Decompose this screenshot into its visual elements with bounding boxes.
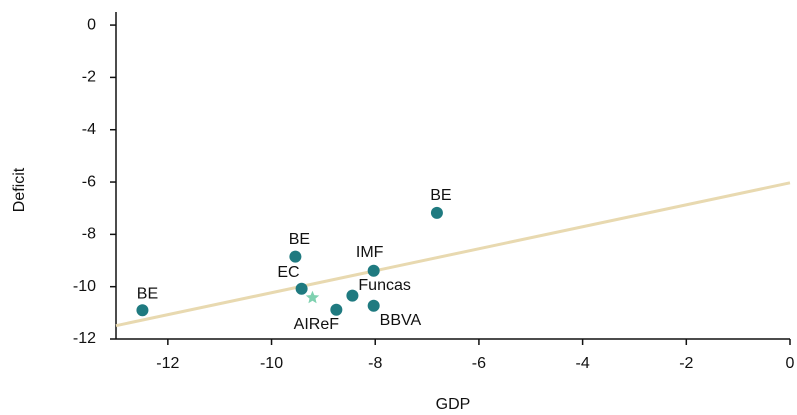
x-tick-label: -12	[156, 355, 179, 372]
point	[295, 282, 308, 295]
x-tick-label: -6	[472, 355, 486, 372]
y-tick-label: -6	[82, 173, 96, 190]
y-tick-label: -4	[82, 121, 96, 138]
y-tick-label: -10	[73, 278, 96, 295]
point	[346, 289, 359, 302]
x-tick-label: 0	[786, 355, 795, 372]
point-label: BE	[289, 231, 310, 248]
x-tick-label: -2	[679, 355, 693, 372]
y-tick-label: -2	[82, 69, 96, 86]
point-label: Funcas	[358, 277, 410, 294]
x-tick-label: -8	[368, 355, 382, 372]
point-label: IMF	[356, 244, 384, 261]
x-axis-label: GDP	[436, 396, 471, 413]
point-label: BE	[430, 187, 451, 204]
trend-line	[115, 181, 791, 328]
point	[430, 206, 443, 219]
y-tick-label: 0	[87, 16, 96, 33]
point	[367, 299, 380, 312]
y-tick-label: -8	[82, 226, 96, 243]
y-axis-label: Deficit	[11, 167, 28, 212]
point	[367, 264, 380, 277]
point-label: EC	[277, 264, 299, 281]
x-tick-label: -4	[575, 355, 589, 372]
point	[289, 250, 302, 263]
star-point	[305, 290, 320, 304]
x-tick-label: -10	[260, 355, 283, 372]
point	[136, 304, 149, 317]
y-tick-label: -12	[73, 330, 96, 347]
point-label: BE	[137, 285, 158, 302]
point-label: BBVA	[380, 312, 422, 329]
point-label: AIReF	[294, 316, 340, 333]
point	[330, 303, 343, 316]
